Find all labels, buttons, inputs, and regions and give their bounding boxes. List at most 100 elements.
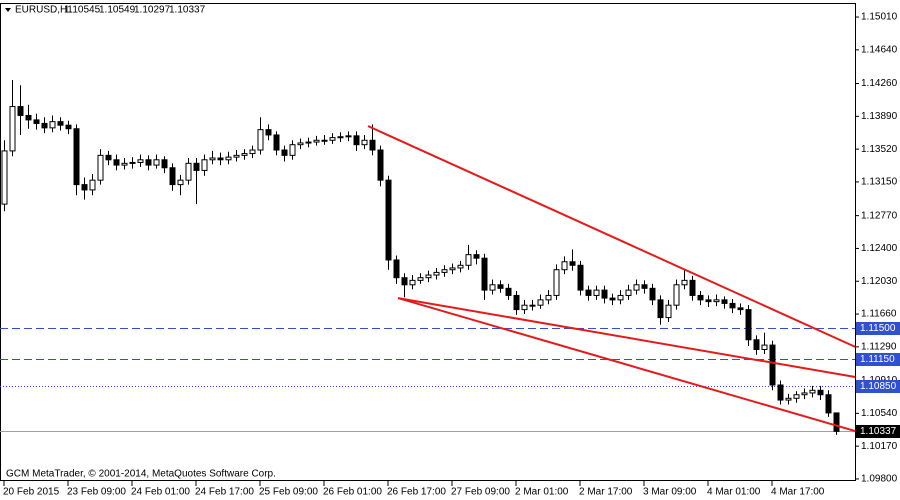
y-tick-label: 1.15010 xyxy=(861,12,898,23)
x-tick-label: 4 Mar 01:00 xyxy=(707,487,761,498)
candle-body xyxy=(313,139,320,143)
candle-body xyxy=(825,394,832,414)
y-tick-label: 1.09800 xyxy=(861,474,898,485)
last-high: 1.10549 xyxy=(99,5,136,16)
candle-body xyxy=(521,304,528,311)
candle-body xyxy=(1,150,8,205)
x-tick-label: 23 Feb 09:00 xyxy=(67,487,126,498)
y-tick-label: 1.13890 xyxy=(861,111,898,122)
x-tick-label: 24 Feb 01:00 xyxy=(131,487,190,498)
candle-body xyxy=(785,397,792,401)
candle-body xyxy=(161,159,168,169)
candle-body xyxy=(753,339,760,351)
candle-body xyxy=(25,114,32,121)
candle-body xyxy=(129,161,136,164)
candle-body xyxy=(417,277,424,281)
candle-body xyxy=(113,159,120,166)
candle-body xyxy=(305,141,312,144)
candle-body xyxy=(673,284,680,306)
candle-body xyxy=(81,184,88,191)
candle-body xyxy=(617,294,624,301)
candle-body xyxy=(601,289,608,299)
y-tick-label: 1.12770 xyxy=(861,210,898,221)
trendline xyxy=(367,125,856,348)
candle-body xyxy=(641,284,648,289)
candle-body xyxy=(809,389,816,394)
candle-body xyxy=(465,254,472,266)
candle-body xyxy=(17,106,24,116)
y-tick-label: 1.10540 xyxy=(861,408,898,419)
x-tick-label: 20 Feb 2015 xyxy=(3,487,60,498)
candle-body xyxy=(489,284,496,291)
candle-body xyxy=(449,267,456,271)
candle-body xyxy=(97,154,104,181)
candle-body xyxy=(241,153,248,156)
candle-body xyxy=(233,154,240,158)
candle-body xyxy=(225,156,232,161)
candle-body xyxy=(89,179,96,191)
candle-body xyxy=(761,344,768,351)
trendline xyxy=(397,297,856,433)
candle-body xyxy=(209,157,216,161)
candle-body xyxy=(513,294,520,311)
candle-body xyxy=(745,309,752,341)
candle-body xyxy=(569,261,576,266)
candle-body xyxy=(57,121,64,126)
candle-body xyxy=(185,162,192,181)
candle-body xyxy=(553,269,560,296)
candle-body xyxy=(633,284,640,291)
candle-body xyxy=(777,384,784,401)
candle-body xyxy=(769,344,776,386)
candle-body xyxy=(289,144,296,156)
candle-body xyxy=(497,284,504,289)
footer: GCM MetaTrader, © 2001-2014, MetaQuotes … xyxy=(6,469,276,480)
candle-body xyxy=(265,129,272,136)
candle-body xyxy=(441,269,448,273)
candle-body xyxy=(65,124,72,130)
x-tick-label: 27 Feb 09:00 xyxy=(451,487,510,498)
candle-body xyxy=(329,137,336,141)
candle-body xyxy=(193,162,200,171)
candle-body xyxy=(321,139,328,142)
candle-body xyxy=(793,394,800,399)
candle-body xyxy=(385,179,392,261)
level-label-box xyxy=(856,353,900,366)
last-close: 1.10337 xyxy=(169,5,206,16)
candle-body xyxy=(377,149,384,181)
candle-body xyxy=(361,139,368,146)
candle-body xyxy=(713,299,720,303)
candle-body xyxy=(657,299,664,319)
candle-body xyxy=(585,289,592,296)
candle-body xyxy=(41,122,48,129)
candle-body xyxy=(529,304,536,307)
x-tick-label: 2 Mar 17:00 xyxy=(579,487,633,498)
y-tick-label: 1.10170 xyxy=(861,441,898,452)
candle-body xyxy=(737,307,744,311)
level-label-box xyxy=(856,380,900,393)
current-price-label: 1.10337 xyxy=(860,426,897,437)
candle-body xyxy=(9,106,16,152)
level-label: 1.11500 xyxy=(860,323,896,334)
candle-body xyxy=(649,287,656,301)
current-price-box xyxy=(856,425,900,438)
candle-body xyxy=(401,277,408,286)
candle-body xyxy=(145,159,152,166)
x-tick-label: 2 Mar 01:00 xyxy=(515,487,569,498)
candle-body xyxy=(409,279,416,286)
x-tick-label: 26 Feb 01:00 xyxy=(323,487,382,498)
last-low: 1.10297 xyxy=(134,5,171,16)
candle-body xyxy=(697,294,704,301)
candle-body xyxy=(625,289,632,296)
x-tick-label: 24 Feb 17:00 xyxy=(195,487,254,498)
y-tick-label: 1.13520 xyxy=(861,144,898,155)
candle-body xyxy=(577,264,584,291)
level-label: 1.10850 xyxy=(860,381,897,392)
candle-body xyxy=(705,299,712,303)
menu-arrow[interactable] xyxy=(5,8,11,12)
candle-body xyxy=(33,119,40,124)
candle-body xyxy=(345,135,352,138)
candle-body xyxy=(281,149,288,156)
